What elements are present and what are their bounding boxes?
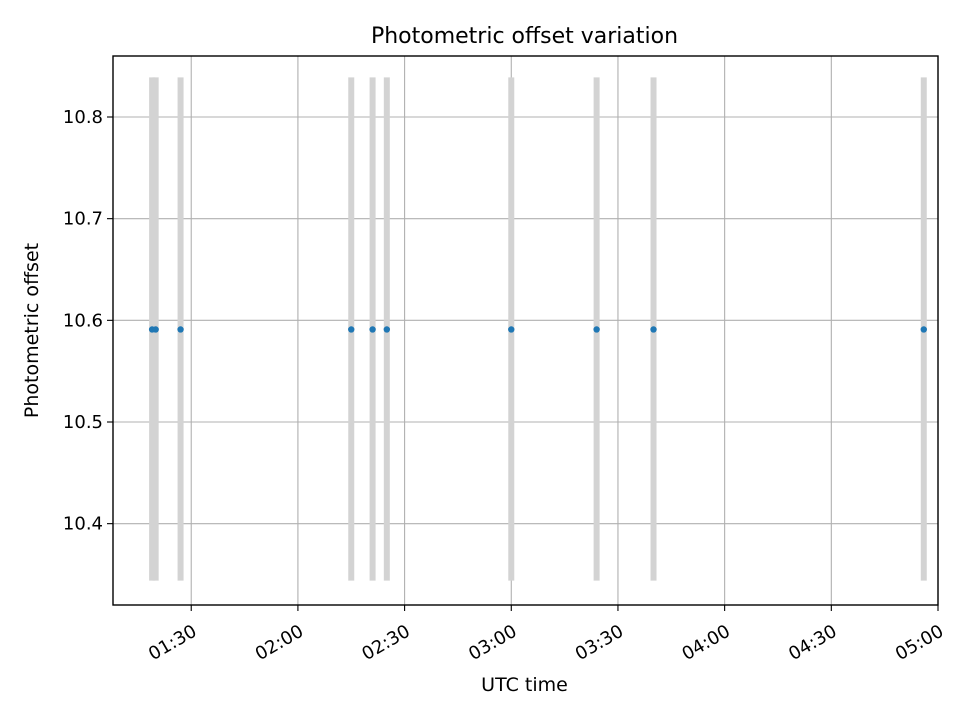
- data-point: [369, 326, 376, 333]
- data-points: [148, 326, 927, 333]
- data-point: [348, 326, 355, 333]
- grid: [113, 56, 939, 605]
- data-point: [177, 326, 184, 333]
- data-point: [650, 326, 657, 333]
- data-point: [593, 326, 600, 333]
- y-axis-ticks: 10.4 10.5 10.6 10.7 10.8: [63, 107, 113, 535]
- y-tick-label: 10.7: [63, 209, 103, 230]
- x-axis-label: UTC time: [481, 674, 568, 696]
- chart-title: Photometric offset variation: [371, 24, 678, 49]
- data-point: [920, 326, 927, 333]
- plot-frame: [112, 55, 939, 606]
- y-tick-label: 10.4: [63, 514, 103, 535]
- data-point: [152, 326, 159, 333]
- y-axis-label: Photometric offset: [21, 243, 43, 418]
- data-point: [383, 326, 391, 333]
- y-tick-label: 10.8: [63, 107, 103, 128]
- y-tick-label: 10.6: [63, 310, 103, 331]
- data-point: [508, 326, 515, 333]
- y-tick-label: 10.5: [63, 412, 103, 433]
